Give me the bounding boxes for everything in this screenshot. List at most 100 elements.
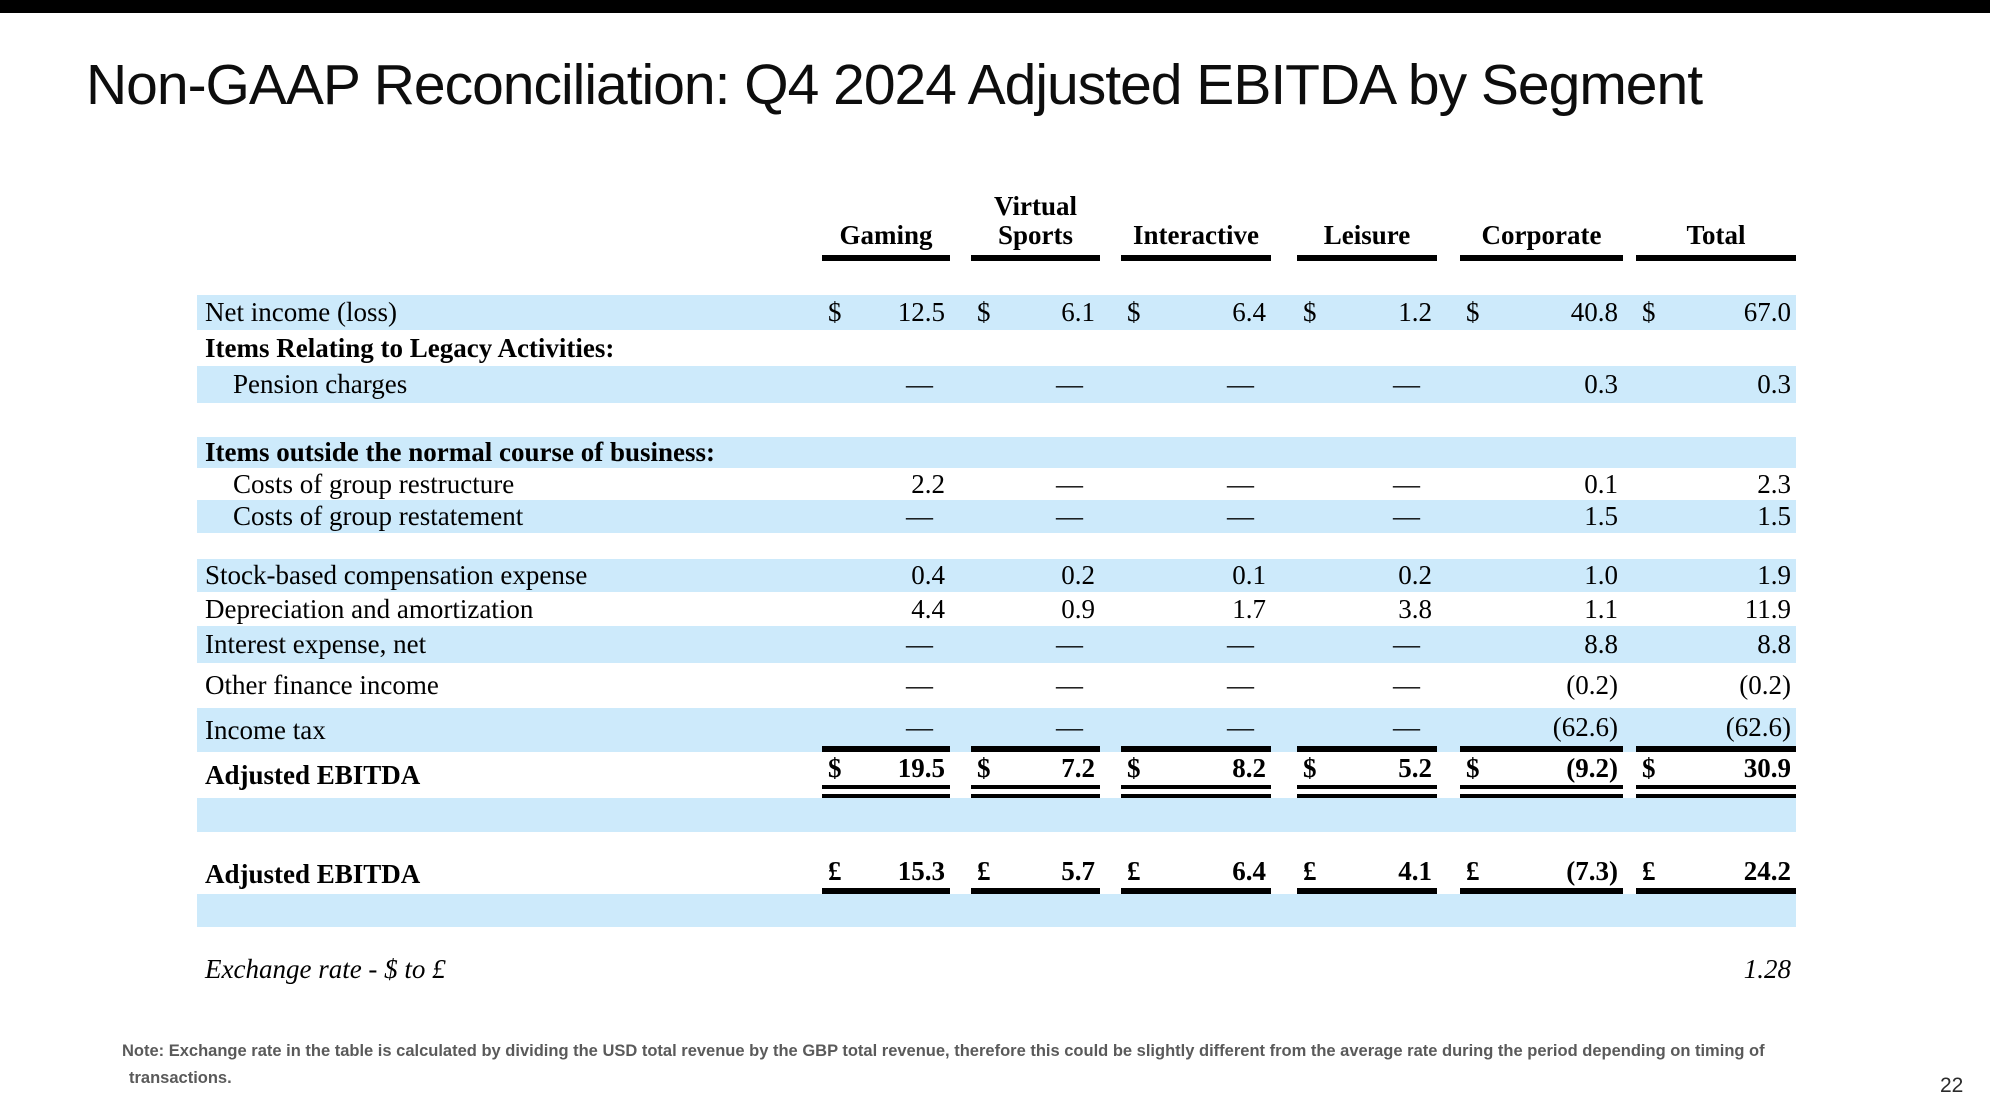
currency-symbol: $ bbox=[977, 753, 991, 783]
cell-value: 4.1 bbox=[1398, 855, 1432, 886]
cell-total: 1.5 bbox=[1636, 500, 1796, 533]
cell-interactive: — bbox=[1121, 468, 1271, 500]
cell-value: 1.1 bbox=[1584, 593, 1618, 624]
table-row: Pension charges — — — — 0.3 0.3 bbox=[197, 366, 1796, 403]
cell-virtual-sports: $7.2 bbox=[971, 752, 1100, 798]
cell-gaming: — bbox=[822, 663, 950, 708]
footnote: Note: Exchange rate in the table is calc… bbox=[122, 1038, 1812, 1092]
cell-value: 1.2 bbox=[1398, 297, 1432, 327]
table-row: Stock-based compensation expense 0.4 0.2 0.… bbox=[197, 559, 1796, 592]
cell-interactive: $6.4 bbox=[1121, 295, 1271, 330]
currency-symbol: $ bbox=[1466, 297, 1480, 327]
cell-value: — bbox=[906, 629, 933, 659]
table-spacer-row bbox=[197, 894, 1796, 927]
cell-virtual-sports: $6.1 bbox=[971, 295, 1100, 330]
cell-value: 19.5 bbox=[897, 753, 945, 783]
cell-virtual-sports: — bbox=[971, 626, 1100, 663]
cell-leisure: 0.2 bbox=[1297, 559, 1437, 592]
cell-value: 5.2 bbox=[1398, 753, 1432, 783]
table-spacer-row bbox=[197, 261, 1796, 295]
cell-gaming: — bbox=[822, 626, 950, 663]
cell-interactive: £6.4 bbox=[1121, 854, 1271, 894]
cell-corporate: 1.5 bbox=[1460, 500, 1623, 533]
cell-value: — bbox=[1056, 629, 1083, 659]
currency-symbol: $ bbox=[1642, 753, 1656, 783]
cell-interactive: — bbox=[1121, 708, 1271, 752]
cell-value: 1.5 bbox=[1584, 501, 1618, 531]
currency-symbol: $ bbox=[977, 297, 991, 327]
table-row: Net income (loss) $12.5 $6.1 $6.4 $1.2 $40.8 $… bbox=[197, 295, 1796, 330]
cell-value: — bbox=[1227, 711, 1254, 742]
cell-value: 6.1 bbox=[1061, 297, 1095, 327]
cell-value: — bbox=[1393, 670, 1420, 700]
currency-symbol: £ bbox=[1127, 855, 1141, 886]
reconciliation-table: Gaming Virtual Sports Interactive Leisure Co… bbox=[197, 185, 1796, 987]
column-header-virtual-sports: Virtual Sports bbox=[971, 185, 1100, 261]
currency-symbol: $ bbox=[1303, 297, 1317, 327]
table-row: Costs of group restatement — — — — 1.5 1.5 bbox=[197, 500, 1796, 533]
currency-symbol: $ bbox=[1642, 297, 1656, 327]
cell-total: 2.3 bbox=[1636, 468, 1796, 500]
cell-value: 0.4 bbox=[911, 560, 945, 590]
cell-value: (7.3) bbox=[1566, 855, 1618, 886]
cell-value: — bbox=[1056, 670, 1083, 700]
cell-value: — bbox=[1227, 670, 1254, 700]
column-header-leisure: Leisure bbox=[1297, 185, 1437, 261]
cell-corporate: $40.8 bbox=[1460, 295, 1623, 330]
currency-symbol: £ bbox=[1303, 855, 1317, 886]
cell-value: — bbox=[906, 369, 933, 399]
cell-value: 1.28 bbox=[1743, 953, 1791, 984]
cell-value: 0.1 bbox=[1584, 468, 1618, 499]
cell-virtual-sports: 0.2 bbox=[971, 559, 1100, 592]
cell-leisure: — bbox=[1297, 708, 1437, 752]
cell-value: 1.7 bbox=[1232, 593, 1266, 624]
cell-gaming: 2.2 bbox=[822, 468, 950, 500]
currency-symbol: $ bbox=[1127, 297, 1141, 327]
cell-total: 8.8 bbox=[1636, 626, 1796, 663]
cell-gaming: $19.5 bbox=[822, 752, 950, 798]
cell-value: 0.2 bbox=[1398, 560, 1432, 590]
cell-value: — bbox=[1393, 369, 1420, 399]
cell-total: 1.9 bbox=[1636, 559, 1796, 592]
cell-corporate: 0.3 bbox=[1460, 366, 1623, 403]
cell-corporate: (62.6) bbox=[1460, 708, 1623, 752]
cell-value: 0.9 bbox=[1061, 593, 1095, 624]
table-row: Adjusted EBITDA £15.3 £5.7 £6.4 £4.1 £ (7.3) £2… bbox=[197, 854, 1796, 894]
row-label: Exchange rate - $ to £ bbox=[205, 953, 446, 984]
column-header-interactive: Interactive bbox=[1121, 185, 1271, 261]
cell-gaming: — bbox=[822, 708, 950, 752]
cell-value: — bbox=[1056, 711, 1083, 742]
currency-symbol: £ bbox=[1466, 855, 1480, 886]
cell-corporate: 1.1 bbox=[1460, 592, 1623, 626]
cell-value: — bbox=[1393, 629, 1420, 659]
footnote-line-1: Note: Exchange rate in the table is calc… bbox=[122, 1042, 1765, 1060]
row-label: Costs of group restatement bbox=[233, 501, 524, 531]
table-spacer-row bbox=[197, 533, 1796, 559]
cell-corporate: $ (9.2) bbox=[1460, 752, 1623, 798]
cell-total: 0.3 bbox=[1636, 366, 1796, 403]
table-row: Items outside the normal course of busin… bbox=[197, 437, 1796, 468]
cell-total: 1.28 bbox=[1636, 951, 1796, 987]
cell-corporate: £ (7.3) bbox=[1460, 854, 1623, 894]
cell-value: 8.8 bbox=[1584, 629, 1618, 659]
cell-interactive: 0.1 bbox=[1121, 559, 1271, 592]
cell-virtual-sports: £5.7 bbox=[971, 854, 1100, 894]
cell-leisure: 3.8 bbox=[1297, 592, 1437, 626]
cell-value: — bbox=[1056, 369, 1083, 399]
cell-value: (0.2) bbox=[1739, 670, 1791, 700]
row-label: Interest expense, net bbox=[205, 629, 427, 659]
row-label: Net income (loss) bbox=[205, 297, 397, 327]
cell-corporate: (0.2) bbox=[1460, 663, 1623, 708]
table-spacer-row bbox=[197, 798, 1796, 832]
currency-symbol: $ bbox=[1303, 753, 1317, 783]
currency-symbol: £ bbox=[977, 855, 991, 886]
cell-value: — bbox=[906, 670, 933, 700]
cell-total: £24.2 bbox=[1636, 854, 1796, 894]
cell-value: (62.6) bbox=[1725, 711, 1791, 742]
cell-gaming: $12.5 bbox=[822, 295, 950, 330]
table-header-row: Gaming Virtual Sports Interactive Leisure Co… bbox=[197, 185, 1796, 261]
cell-value: (62.6) bbox=[1552, 711, 1618, 742]
cell-total: $67.0 bbox=[1636, 295, 1796, 330]
cell-virtual-sports: — bbox=[971, 708, 1100, 752]
